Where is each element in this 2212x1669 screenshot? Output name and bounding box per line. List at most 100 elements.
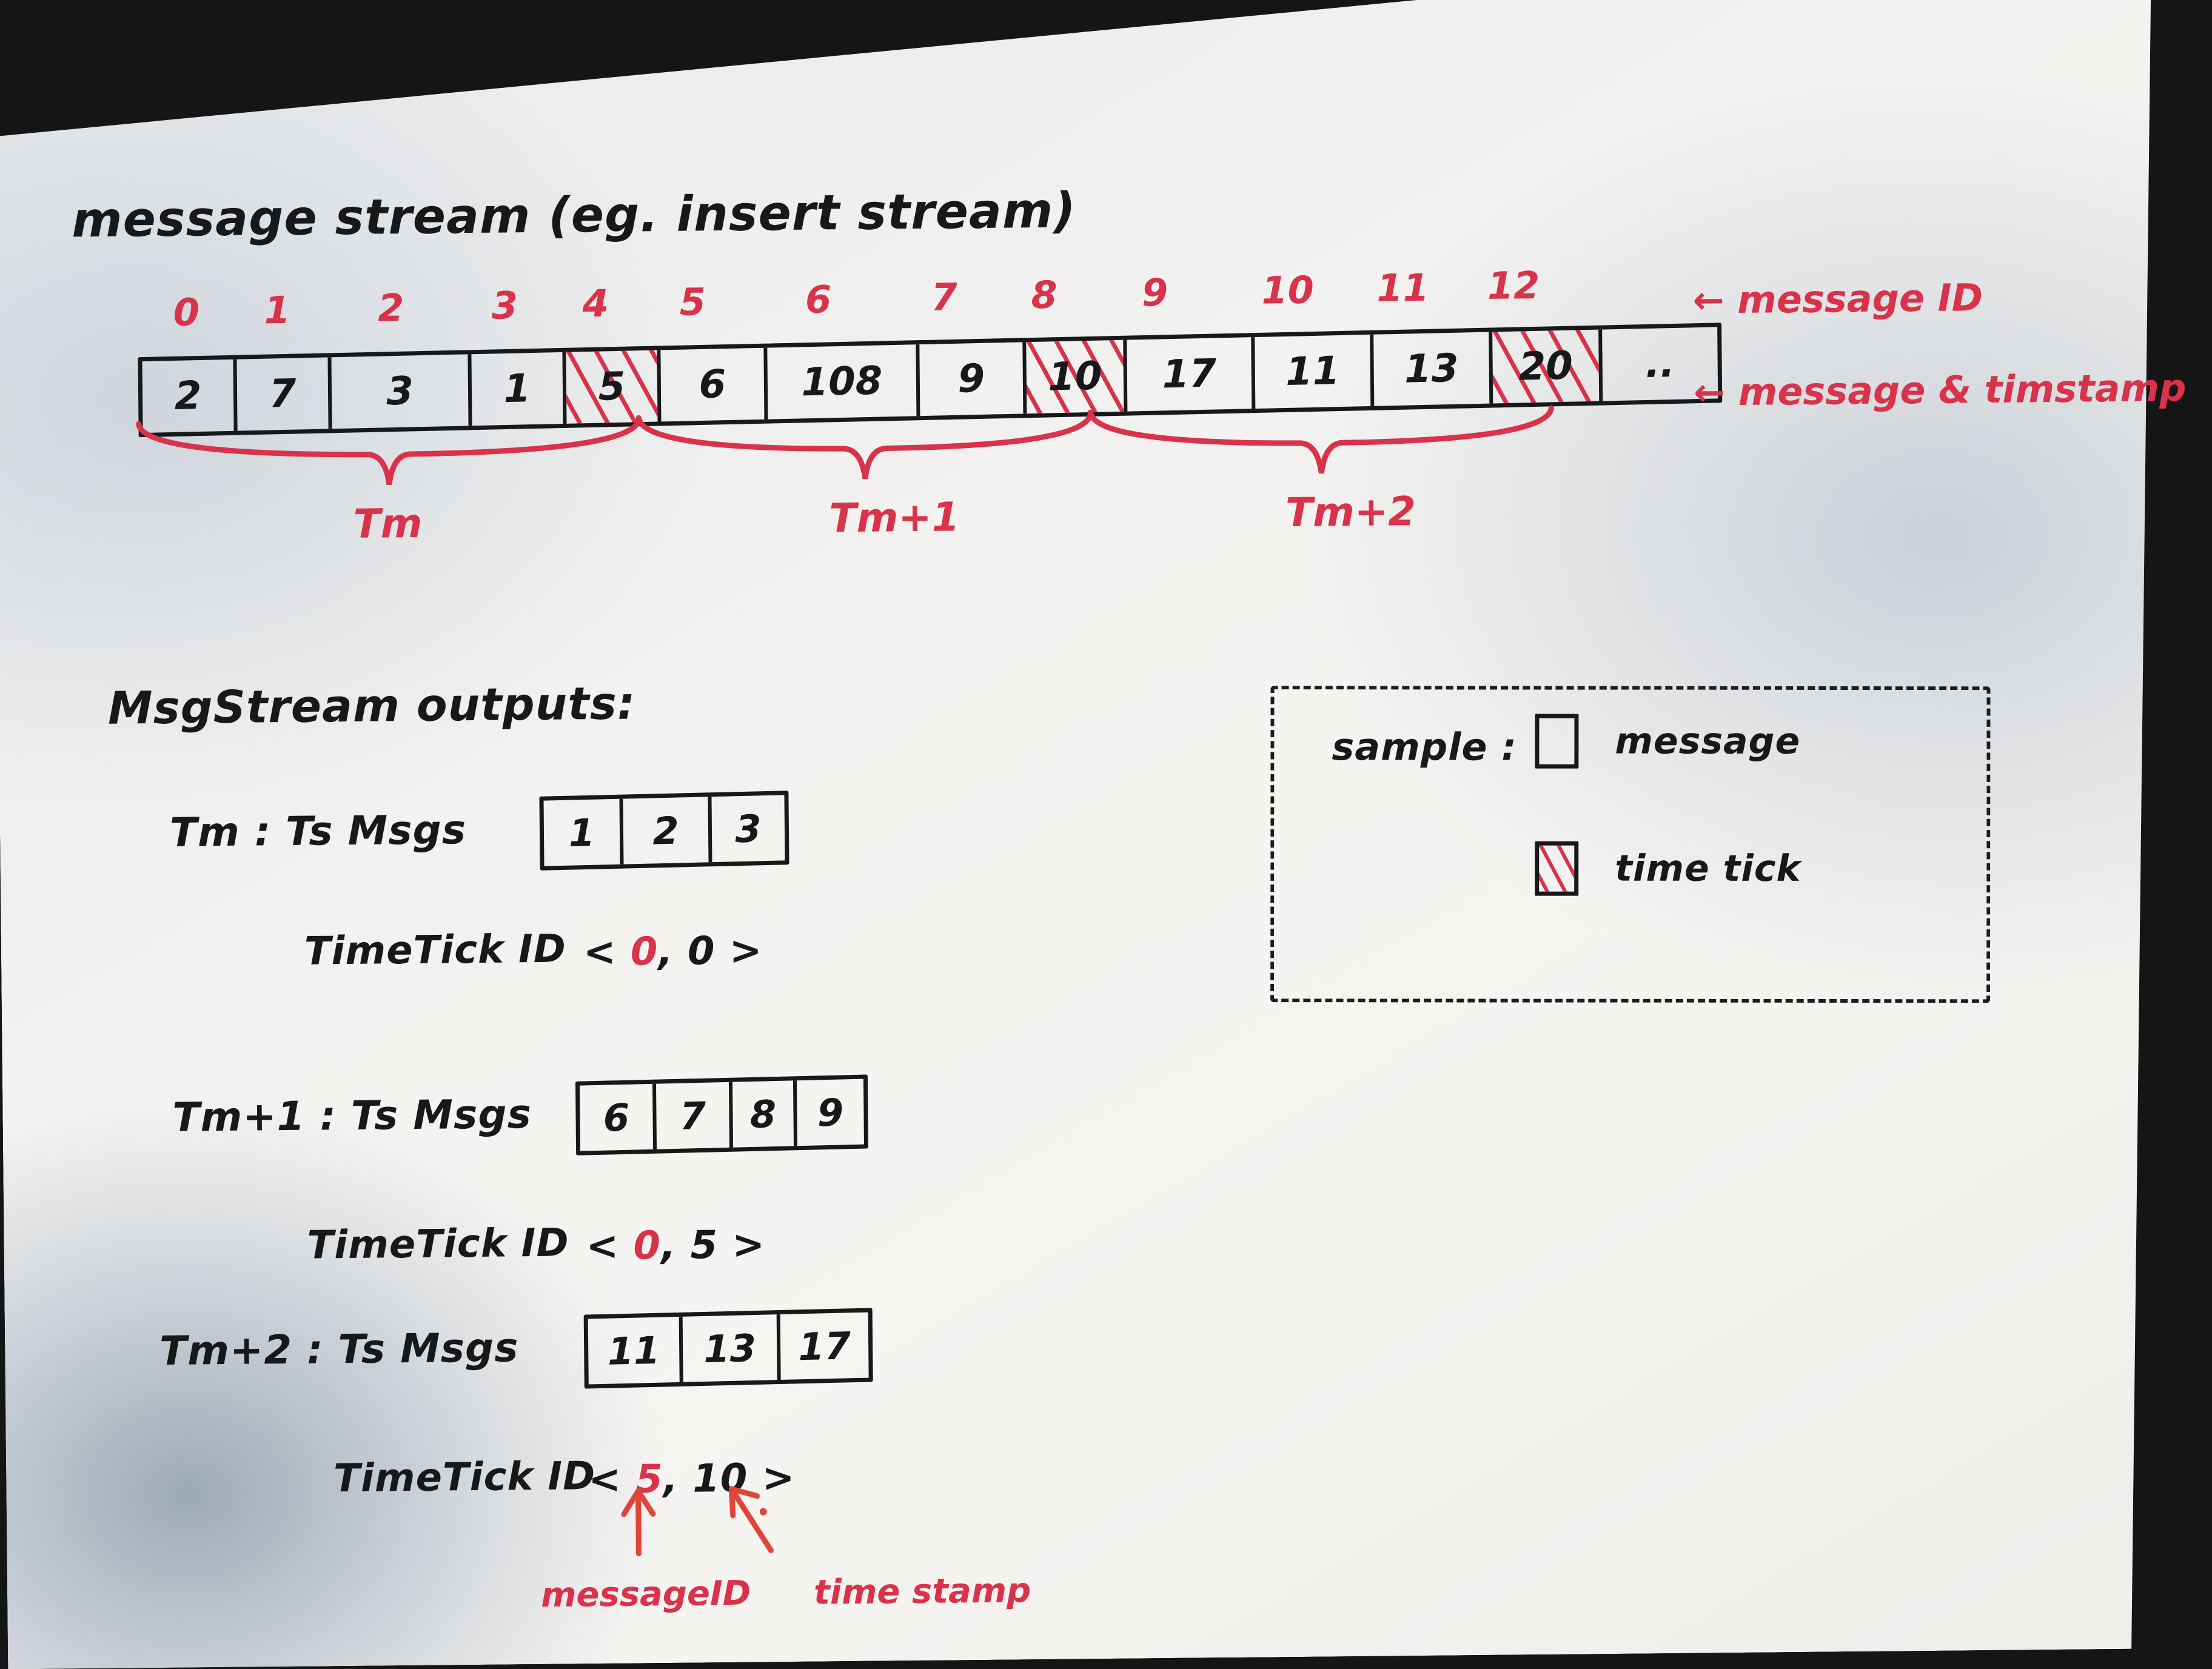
msgs-label: Ts Msgs	[285, 806, 467, 855]
timetick-comma: ,	[663, 1456, 693, 1502]
window-name: Tm+2	[159, 1326, 293, 1375]
outputs-heading: MsgStream outputs:	[107, 677, 636, 735]
stream-cell-value: 3	[386, 369, 414, 415]
callout-message-id: messageID	[540, 1573, 751, 1616]
brace-label-Tm+2: Tm+2	[1285, 488, 1416, 537]
legend-item-timetick: time tick	[1535, 841, 1801, 896]
stream-cell-value: 10	[1047, 353, 1102, 400]
stream-cell-value: 20	[1518, 343, 1574, 390]
timetick-close: >	[715, 928, 763, 974]
brace-label-Tm+1: Tm+1	[829, 493, 960, 542]
stream-window-braces: Tm Tm+1 Tm+2	[136, 404, 1715, 547]
msgs-label: Ts Msgs	[338, 1324, 519, 1373]
stream-cell-value: 1	[503, 366, 531, 412]
message-swatch-icon	[1535, 714, 1579, 769]
output-group-label-1: Tm+1 : Ts Msgs	[172, 1091, 532, 1141]
window-name: Tm	[169, 808, 241, 856]
timetick-comma: ,	[660, 1223, 691, 1269]
index-annotation: ← message ID	[1692, 275, 1983, 323]
stream-index-12: 12	[1487, 263, 1540, 309]
stream-index-1: 1	[264, 287, 291, 333]
timetick-timestamp: 5	[690, 1223, 719, 1268]
callout-timestamp: time stamp	[813, 1571, 1031, 1613]
stream-cell-10: 11	[1255, 334, 1375, 409]
stream-index-7: 7	[931, 275, 958, 319]
brace-Tm+1	[635, 410, 1093, 480]
stream-cell-9: 17	[1127, 337, 1256, 412]
timetick-comma: ,	[657, 929, 688, 975]
stream-cell-value: 5	[598, 364, 626, 410]
brace-Tm+2	[1087, 405, 1554, 474]
timetick-value-1: < 0, 5 >	[586, 1222, 765, 1269]
page-title: message stream (eg. insert stream)	[71, 182, 1077, 249]
stream-index-3: 3	[491, 283, 518, 328]
stream-index-8: 8	[1031, 272, 1058, 317]
output-group-label-2: Tm+2 : Ts Msgs	[159, 1324, 519, 1374]
stream-cell-value: 6	[699, 362, 726, 408]
legend-box: sample : message time tick	[1270, 686, 1991, 1003]
stream-cell-value: 2	[174, 373, 202, 419]
stream-cell-value: 108	[801, 358, 883, 406]
timetick-close: >	[747, 1455, 796, 1501]
stream-index-4: 4	[582, 281, 609, 326]
timetick-message-id: 0	[633, 1223, 662, 1269]
label-colon: :	[305, 1092, 352, 1140]
legend-item-message: message	[1535, 714, 1800, 769]
stream-cell-value: 7	[269, 371, 297, 417]
legend-title: sample :	[1332, 724, 1517, 769]
stream-cell-7: 9	[919, 342, 1027, 416]
output-msg-cell: 17	[798, 1323, 851, 1369]
stream-index-0: 0	[173, 290, 200, 335]
stream-cell-value: 17	[1162, 351, 1217, 398]
output-msg-cell: 9	[817, 1089, 844, 1135]
stream-cell-4: 5	[566, 350, 662, 424]
stream-cell-12: 20	[1492, 329, 1603, 404]
output-msg-cell: 3	[735, 806, 762, 851]
stream-cell-5: 6	[660, 347, 768, 422]
label-colon: :	[292, 1326, 338, 1373]
output-msg-cell: 1	[543, 798, 624, 866]
label-colon: :	[240, 808, 286, 855]
timetick-timestamp: 0	[687, 929, 716, 974]
timetick-swatch-icon	[1535, 841, 1579, 896]
stream-index-5: 5	[679, 279, 706, 324]
timetick-close: >	[717, 1222, 766, 1268]
stream-index-6: 6	[805, 276, 832, 322]
output-msg-cell: 7	[655, 1082, 734, 1149]
timetick-value-2: < 5, 10 >	[588, 1456, 796, 1502]
left-arrow-icon: ←	[1692, 278, 1724, 323]
brace-strokes	[136, 405, 1554, 485]
stream-cell-11: 13	[1373, 332, 1493, 406]
output-msg-cell: 6	[580, 1083, 657, 1151]
stream-cell-value: ..	[1645, 341, 1675, 387]
brace-Tm	[136, 416, 642, 485]
output-group-label-0: Tm : Ts Msgs	[170, 806, 467, 856]
timetick-value-0: < 0, 0 >	[583, 928, 763, 975]
stream-index-9: 9	[1141, 270, 1168, 315]
stream-cell-value: 9	[957, 356, 985, 402]
cell-annotation: ← message & timstamp	[1693, 365, 2187, 415]
output-msg-cell: 2	[623, 797, 712, 865]
timetick-message-id: 0	[630, 929, 659, 975]
stream-cell-6: 108	[767, 344, 920, 420]
legend-label: message	[1615, 720, 1801, 763]
brace-label-Tm: Tm	[353, 500, 423, 547]
stream-index-2: 2	[377, 286, 404, 330]
timetick-message-id: 5	[635, 1457, 664, 1502]
output-msg-cell: 8	[732, 1080, 797, 1148]
stream-cell-value: 11	[1285, 349, 1340, 395]
timetick-open: <	[588, 1457, 636, 1503]
stream-index-row: 0 1 2 3 4 5 6 7 8 9 10 11 12	[137, 263, 1540, 343]
window-name: Tm+1	[172, 1092, 306, 1141]
timetick-timestamp: 10	[692, 1456, 748, 1502]
msgstream-outputs: Tm : Ts Msgs 1 2 3 TimeTick ID < 0, 0 > Tm+1 :…	[0, 0, 2204, 1502]
timetick-label-2: TimeTick ID	[333, 1454, 596, 1502]
stream-cell-8: 10	[1026, 339, 1128, 414]
stream-cell-value: 13	[1404, 346, 1459, 392]
timetick-open: <	[586, 1223, 634, 1269]
stream-index-11: 11	[1376, 265, 1430, 310]
output-msgs-array-2: 11 13 17	[583, 1308, 873, 1389]
timetick-label-0: TimeTick ID	[304, 926, 567, 974]
